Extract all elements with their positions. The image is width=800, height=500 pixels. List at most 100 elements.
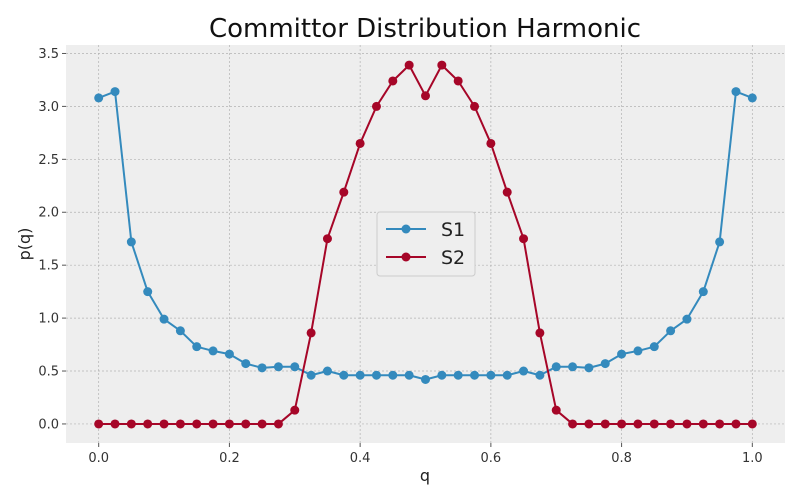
data-point-s2 bbox=[110, 419, 120, 429]
data-point-s1 bbox=[568, 362, 578, 372]
y-tick-label: 2.5 bbox=[38, 153, 59, 168]
data-point-s1 bbox=[633, 346, 643, 356]
data-point-s1 bbox=[600, 359, 610, 369]
data-point-s2 bbox=[649, 419, 659, 429]
axes: 0.0 0.2 0.4 0.6 0.8 1.0 0.0 0.5 1.0 1.5 2.0 2.5 3.0 3… bbox=[38, 47, 762, 466]
data-point-s1 bbox=[437, 370, 447, 380]
data-point-s1 bbox=[715, 237, 725, 247]
data-point-s1 bbox=[94, 93, 104, 103]
legend-marker-s2 bbox=[401, 252, 411, 262]
data-point-s2 bbox=[355, 138, 365, 148]
data-point-s2 bbox=[584, 419, 594, 429]
data-point-s1 bbox=[470, 370, 480, 380]
data-point-s1 bbox=[731, 87, 741, 97]
data-point-s1 bbox=[192, 342, 202, 352]
data-point-s2 bbox=[715, 419, 725, 429]
y-tick-label: 2.0 bbox=[38, 206, 59, 221]
data-point-s2 bbox=[437, 60, 447, 70]
x-tick-label: 0.2 bbox=[219, 451, 240, 466]
data-point-s1 bbox=[404, 370, 414, 380]
data-point-s2 bbox=[371, 101, 381, 111]
y-axis-label: p(q) bbox=[15, 228, 34, 261]
data-point-s2 bbox=[568, 419, 578, 429]
data-point-s1 bbox=[126, 237, 136, 247]
data-point-s1 bbox=[486, 370, 496, 380]
data-point-s2 bbox=[535, 328, 545, 338]
data-point-s2 bbox=[273, 419, 283, 429]
y-tick-label: 0.5 bbox=[38, 365, 59, 380]
data-point-s2 bbox=[192, 419, 202, 429]
data-point-s1 bbox=[666, 326, 676, 336]
data-point-s1 bbox=[208, 346, 218, 356]
data-point-s2 bbox=[633, 419, 643, 429]
data-point-s2 bbox=[617, 419, 627, 429]
data-point-s1 bbox=[698, 287, 708, 297]
data-point-s2 bbox=[126, 419, 136, 429]
data-point-s1 bbox=[421, 374, 430, 384]
data-point-s1 bbox=[273, 362, 283, 372]
x-tick-label: 0.0 bbox=[88, 451, 109, 466]
legend-label-s2: S2 bbox=[441, 247, 465, 269]
data-point-s1 bbox=[224, 349, 234, 359]
data-point-s2 bbox=[502, 187, 512, 197]
data-point-s2 bbox=[175, 419, 185, 429]
legend: S1 S2 bbox=[376, 211, 476, 277]
data-point-s1 bbox=[355, 370, 365, 380]
data-point-s2 bbox=[208, 419, 218, 429]
data-point-s1 bbox=[257, 363, 267, 373]
data-point-s2 bbox=[486, 138, 496, 148]
series-lines bbox=[94, 60, 757, 429]
data-point-s2 bbox=[339, 187, 349, 197]
data-point-s1 bbox=[617, 349, 627, 359]
data-point-s1 bbox=[159, 314, 169, 324]
data-point-s2 bbox=[290, 405, 300, 415]
data-point-s1 bbox=[551, 362, 561, 372]
data-point-s2 bbox=[388, 76, 398, 86]
x-tick-label: 0.8 bbox=[611, 451, 632, 466]
x-tick-label: 0.6 bbox=[481, 451, 502, 466]
y-tick-label: 1.5 bbox=[38, 259, 59, 274]
data-point-s2 bbox=[470, 101, 480, 111]
x-tick-label: 1.0 bbox=[742, 451, 763, 466]
y-tick-label: 3.0 bbox=[38, 100, 59, 115]
data-point-s2 bbox=[257, 419, 267, 429]
data-point-s2 bbox=[322, 234, 332, 244]
data-point-s2 bbox=[241, 419, 251, 429]
data-point-s2 bbox=[404, 60, 414, 70]
data-point-s1 bbox=[339, 370, 349, 380]
data-point-s2 bbox=[94, 419, 104, 429]
data-point-s2 bbox=[551, 405, 561, 415]
data-point-s2 bbox=[682, 419, 692, 429]
data-point-s1 bbox=[110, 87, 120, 97]
data-point-s1 bbox=[502, 370, 512, 380]
data-point-s2 bbox=[731, 419, 741, 429]
data-point-s2 bbox=[224, 419, 234, 429]
data-point-s1 bbox=[143, 287, 153, 297]
chart-title: Committor Distribution Harmonic bbox=[209, 14, 641, 44]
y-tick-label: 1.0 bbox=[38, 312, 59, 327]
data-point-s1 bbox=[322, 366, 332, 376]
data-point-s2 bbox=[453, 76, 463, 86]
y-tick-label: 0.0 bbox=[38, 417, 59, 432]
data-point-s1 bbox=[519, 366, 529, 376]
data-point-s1 bbox=[388, 370, 398, 380]
legend-marker-s1 bbox=[401, 224, 411, 234]
data-point-s1 bbox=[584, 363, 594, 373]
x-tick-label: 0.4 bbox=[350, 451, 371, 466]
data-point-s2 bbox=[698, 419, 708, 429]
data-point-s1 bbox=[371, 370, 381, 380]
data-point-s2 bbox=[421, 91, 430, 101]
data-point-s1 bbox=[306, 370, 316, 380]
data-point-s1 bbox=[747, 93, 757, 103]
data-point-s2 bbox=[600, 419, 610, 429]
data-point-s1 bbox=[682, 314, 692, 324]
data-point-s1 bbox=[535, 370, 545, 380]
data-point-s1 bbox=[453, 370, 463, 380]
data-point-s2 bbox=[306, 328, 316, 338]
data-point-s1 bbox=[649, 342, 659, 352]
data-point-s2 bbox=[519, 234, 529, 244]
x-axis-label: q bbox=[420, 466, 430, 485]
data-point-s2 bbox=[747, 419, 757, 429]
data-point-s2 bbox=[666, 419, 676, 429]
